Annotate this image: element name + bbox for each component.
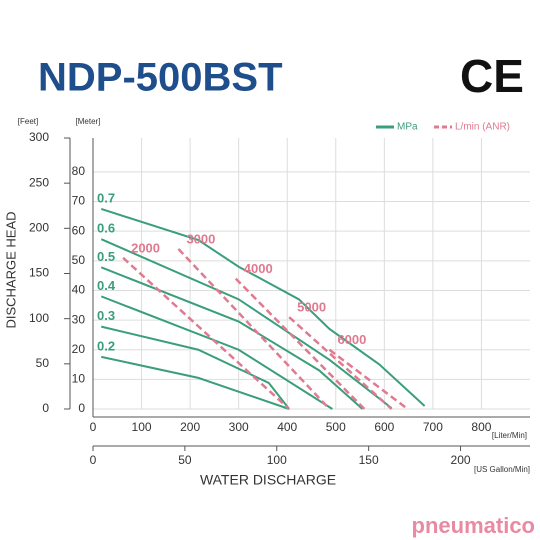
curve [177, 248, 331, 410]
x-tick-label: 500 [326, 420, 346, 434]
curve [122, 256, 291, 410]
y-axis-label: DISCHARGE HEAD [3, 211, 18, 328]
y2-unit: [Feet] [18, 117, 38, 126]
y2-tick-label: 150 [29, 266, 49, 280]
curve [100, 207, 426, 407]
curve [288, 316, 393, 410]
curve-label: 0.3 [97, 308, 115, 323]
y-tick-label: 0 [78, 401, 85, 415]
x2-tick-label: 100 [267, 453, 287, 467]
chart-title: NDP-500BST [38, 56, 283, 100]
curve-label: 0.5 [97, 249, 115, 264]
legend-label: MPa [397, 122, 418, 133]
y2-tick-label: 100 [29, 311, 49, 325]
legend-label: L/min (ANR) [455, 122, 510, 133]
x-tick-label: 300 [229, 420, 249, 434]
x-tick-label: 0 [90, 420, 97, 434]
x2-tick-label: 150 [359, 453, 379, 467]
ce-mark: CE [460, 50, 524, 102]
x-tick-label: 800 [471, 420, 491, 434]
curve [101, 355, 290, 410]
curve-label: 6000 [337, 332, 366, 347]
x-tick-label: 100 [132, 420, 152, 434]
brand-logo: pneumatico [412, 513, 535, 538]
curve [234, 277, 366, 410]
curve-label: 0.7 [97, 190, 115, 205]
x-tick-label: 400 [277, 420, 297, 434]
x-tick-label: 700 [423, 420, 443, 434]
y-tick-label: 70 [72, 194, 86, 208]
x-unit: [Liter/Min] [492, 431, 527, 440]
curve-label: 4000 [244, 261, 273, 276]
y2-tick-label: 200 [29, 221, 49, 235]
curve [101, 325, 290, 410]
y-tick-label: 50 [72, 253, 86, 267]
y-tick-label: 60 [72, 223, 86, 237]
curve-label: 5000 [297, 300, 326, 315]
curve [100, 295, 333, 410]
x2-tick-label: 200 [451, 453, 471, 467]
y2-tick-label: 0 [42, 401, 49, 415]
y2-tick-label: 50 [36, 356, 50, 370]
curve-label: 0.6 [97, 221, 115, 236]
curve-label: 2000 [131, 240, 160, 255]
curve [100, 238, 393, 409]
x2-unit: [US Gallon/Min] [474, 465, 530, 474]
y-unit: [Meter] [76, 117, 101, 126]
x2-tick-label: 0 [90, 453, 97, 467]
y2-tick-label: 300 [29, 130, 49, 144]
curve-label: 3000 [186, 231, 215, 246]
y2-tick-label: 250 [29, 175, 49, 189]
x-tick-label: 600 [374, 420, 394, 434]
y-tick-label: 10 [72, 372, 86, 386]
curve-label: 0.2 [97, 338, 115, 353]
x2-tick-label: 50 [178, 453, 192, 467]
x-axis-label: WATER DISCHARGE [200, 472, 336, 488]
y-tick-label: 30 [72, 312, 86, 326]
curve [328, 348, 409, 410]
y-tick-label: 40 [72, 283, 86, 297]
y-tick-label: 20 [72, 342, 86, 356]
x-tick-label: 200 [180, 420, 200, 434]
curve [100, 266, 364, 410]
y-tick-label: 80 [72, 164, 86, 178]
curve-label: 0.4 [97, 278, 116, 293]
